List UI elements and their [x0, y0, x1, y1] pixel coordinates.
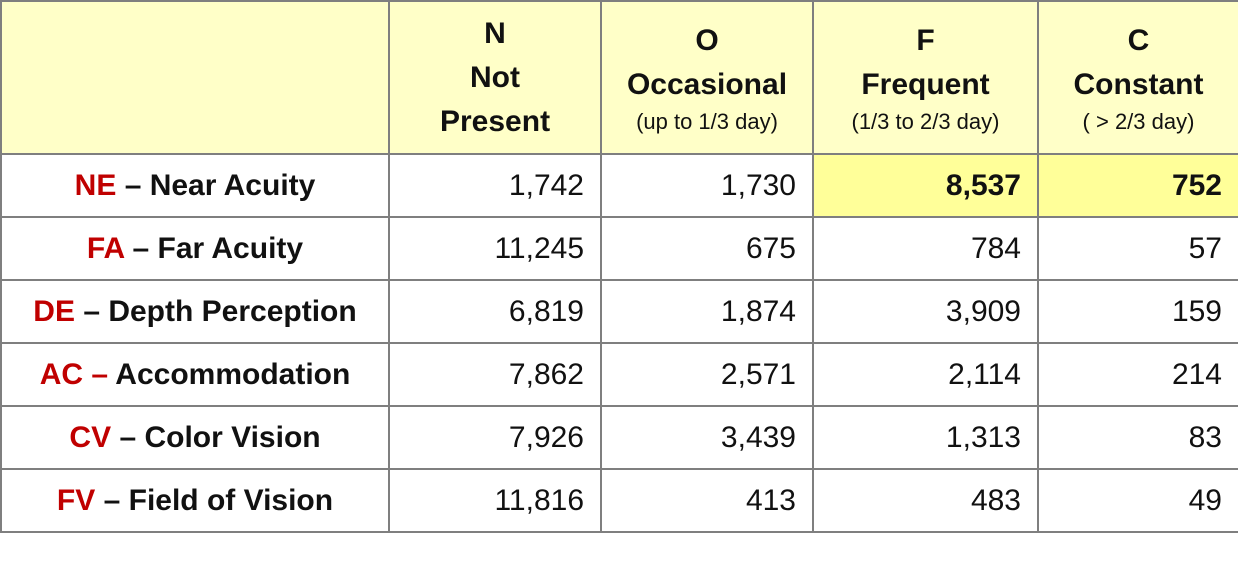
table-row: FA – Far Acuity 11,245 675 784 57: [0, 216, 1238, 281]
value-cell: 49: [1037, 468, 1238, 533]
row-code: AC –: [39, 357, 109, 391]
value-cell: 7,862: [388, 342, 602, 407]
column-note: (1/3 to 2/3 day): [851, 108, 1000, 134]
row-label: FA – Far Acuity: [0, 216, 390, 281]
column-header: F Frequent (1/3 to 2/3 day): [812, 0, 1039, 155]
value-cell: 8,537: [812, 153, 1039, 218]
table-row: DE – Depth Perception 6,819 1,874 3,909 159: [0, 279, 1238, 344]
column-note: ( > 2/3 day): [1082, 108, 1195, 134]
column-header: N Not Present: [388, 0, 602, 155]
row-label: DE – Depth Perception: [0, 279, 390, 344]
corner-cell: [0, 0, 390, 155]
row-desc: – Color Vision: [119, 420, 321, 454]
value-cell: 483: [812, 468, 1039, 533]
column-code: O: [695, 23, 719, 57]
column-code: N: [484, 16, 506, 50]
value-cell: 675: [600, 216, 814, 281]
value-cell: 83: [1037, 405, 1238, 470]
column-name: Frequent: [861, 67, 990, 101]
row-desc: Accommodation: [115, 357, 351, 391]
value-cell: 6,819: [388, 279, 602, 344]
row-code: DE: [33, 294, 75, 328]
value-cell: 214: [1037, 342, 1238, 407]
value-cell: 2,114: [812, 342, 1039, 407]
column-code: F: [916, 23, 935, 57]
row-label: NE – Near Acuity: [0, 153, 390, 218]
column-header: C Constant ( > 2/3 day): [1037, 0, 1238, 155]
value-cell: 1,730: [600, 153, 814, 218]
column-name: Not Present: [440, 60, 551, 138]
value-cell: 752: [1037, 153, 1238, 218]
row-label: CV – Color Vision: [0, 405, 390, 470]
row-desc: – Depth Perception: [83, 294, 357, 328]
column-note: (up to 1/3 day): [636, 108, 778, 134]
value-cell: 11,245: [388, 216, 602, 281]
value-cell: 11,816: [388, 468, 602, 533]
row-code: CV: [69, 420, 112, 454]
value-cell: 159: [1037, 279, 1238, 344]
row-code: FV: [56, 483, 96, 517]
row-desc: – Near Acuity: [124, 168, 316, 202]
table-row: CV – Color Vision 7,926 3,439 1,313 83: [0, 405, 1238, 470]
value-cell: 1,742: [388, 153, 602, 218]
value-cell: 57: [1037, 216, 1238, 281]
column-name: Constant: [1073, 67, 1204, 101]
row-desc: – Far Acuity: [132, 231, 304, 265]
value-cell: 784: [812, 216, 1039, 281]
column-header: O Occasional (up to 1/3 day): [600, 0, 814, 155]
value-cell: 1,313: [812, 405, 1039, 470]
table-body: NE – Near Acuity 1,742 1,730 8,537 752 FA – F…: [0, 153, 1238, 533]
row-label: AC – Accommodation: [0, 342, 390, 407]
value-cell: 2,571: [600, 342, 814, 407]
row-code: NE: [74, 168, 117, 202]
value-cell: 1,874: [600, 279, 814, 344]
column-code: C: [1127, 23, 1150, 57]
value-cell: 413: [600, 468, 814, 533]
value-cell: 3,909: [812, 279, 1039, 344]
row-desc: – Field of Vision: [103, 483, 334, 517]
value-cell: 3,439: [600, 405, 814, 470]
header-row: N Not Present O Occasional (up to 1/3 day) F F…: [0, 0, 1238, 155]
row-code: FA: [86, 231, 125, 265]
table-row: AC – Accommodation 7,862 2,571 2,114 214: [0, 342, 1238, 407]
column-name: Occasional: [626, 67, 788, 101]
table-row: NE – Near Acuity 1,742 1,730 8,537 752: [0, 153, 1238, 218]
vision-table: N Not Present O Occasional (up to 1/3 day) F F…: [0, 0, 1238, 533]
value-cell: 7,926: [388, 405, 602, 470]
row-label: FV – Field of Vision: [0, 468, 390, 533]
table-row: FV – Field of Vision 11,816 413 483 49: [0, 468, 1238, 533]
